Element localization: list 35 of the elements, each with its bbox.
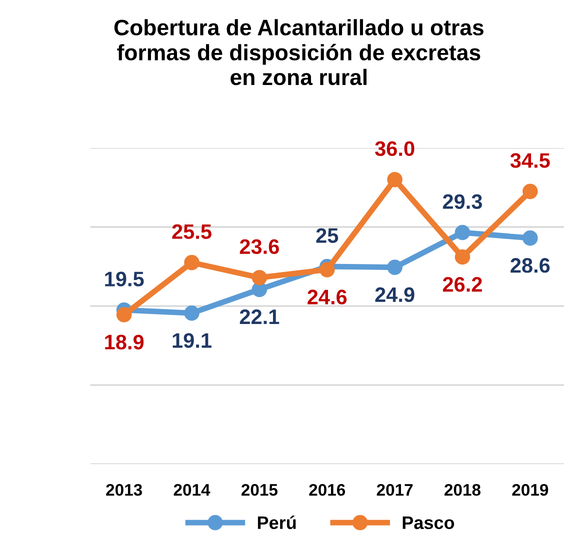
data-label: 24.6 bbox=[308, 290, 347, 304]
point bbox=[454, 224, 470, 240]
x-tick-label: 2016 bbox=[309, 484, 346, 496]
data-label: 19.5 bbox=[105, 272, 144, 286]
point bbox=[522, 184, 538, 200]
data-label: 26.2 bbox=[442, 277, 482, 292]
data-label: 23.6 bbox=[240, 239, 279, 254]
point bbox=[387, 260, 402, 275]
point bbox=[184, 254, 200, 270]
x-tick-label: 2019 bbox=[512, 484, 548, 496]
legend-label: Pasco bbox=[402, 516, 454, 530]
data-label: 22.1 bbox=[240, 309, 280, 324]
x-tick-label: 2014 bbox=[174, 484, 210, 496]
chart-title: Cobertura de Alcantarillado u otras formas de disposición de excretas en zona rural bbox=[114, 19, 484, 86]
data-label: 25.5 bbox=[172, 224, 212, 239]
data-label: 19.1 bbox=[172, 333, 212, 348]
data-label: 28.6 bbox=[510, 258, 550, 273]
x-tick-label: 2017 bbox=[376, 484, 413, 496]
point bbox=[319, 262, 335, 278]
point bbox=[184, 306, 200, 321]
data-label: 18.9 bbox=[105, 334, 144, 350]
data-label: 36.0 bbox=[375, 141, 414, 156]
point bbox=[522, 230, 538, 246]
x-tick-label: 2015 bbox=[241, 484, 278, 496]
x-tick-label: 2013 bbox=[106, 484, 142, 496]
legend-label: Perú bbox=[258, 516, 296, 530]
point bbox=[252, 270, 268, 286]
x-tick-label: 2018 bbox=[444, 484, 481, 496]
data-label: 34.5 bbox=[510, 153, 550, 168]
data-label: 29.3 bbox=[442, 194, 482, 209]
point bbox=[116, 307, 132, 322]
data-label: 25 bbox=[316, 228, 338, 243]
point bbox=[387, 172, 402, 188]
point bbox=[454, 249, 470, 265]
data-label: 24.9 bbox=[375, 287, 414, 302]
